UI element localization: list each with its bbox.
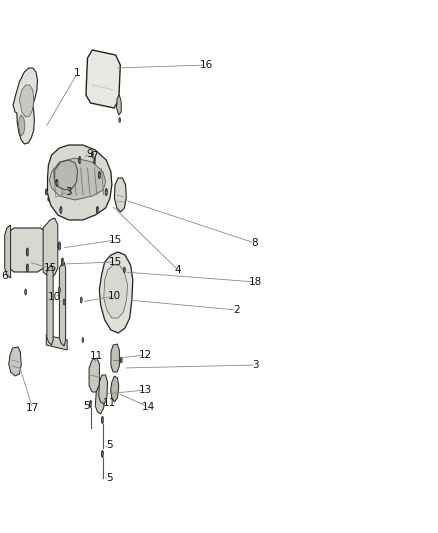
Circle shape [98,172,100,179]
Polygon shape [43,218,58,278]
Circle shape [102,416,104,424]
Text: 2: 2 [233,305,240,315]
Circle shape [25,289,27,295]
Circle shape [80,297,82,303]
Polygon shape [111,344,120,372]
Circle shape [56,180,58,187]
Text: 11: 11 [90,351,103,361]
Polygon shape [111,376,119,402]
Text: 14: 14 [142,402,155,412]
Text: 3: 3 [65,187,72,197]
Circle shape [26,264,29,272]
Circle shape [45,189,47,195]
Circle shape [105,189,107,196]
Text: 15: 15 [109,235,122,245]
Circle shape [120,357,122,363]
Circle shape [92,152,93,158]
Text: 15: 15 [43,263,57,273]
Circle shape [78,157,81,164]
Text: 5: 5 [106,473,113,483]
Polygon shape [79,148,84,167]
Circle shape [63,299,65,305]
Circle shape [119,117,120,123]
Text: 4: 4 [175,265,181,275]
Polygon shape [99,252,133,333]
Polygon shape [6,228,50,272]
Polygon shape [55,160,78,190]
Text: 8: 8 [251,238,258,248]
Text: 6: 6 [1,271,8,281]
Circle shape [48,197,49,201]
Polygon shape [95,386,105,414]
Text: 18: 18 [249,277,262,287]
Polygon shape [13,68,38,144]
Polygon shape [114,178,126,212]
Text: 10: 10 [48,292,61,302]
Polygon shape [89,358,99,392]
Text: 13: 13 [139,385,152,395]
Text: 5: 5 [106,440,113,450]
Circle shape [58,242,60,250]
Text: 5: 5 [84,401,90,411]
Text: 1: 1 [74,68,81,78]
Polygon shape [5,225,11,278]
Polygon shape [9,347,21,376]
Text: 3: 3 [252,360,259,370]
Text: 12: 12 [139,350,152,360]
Text: 17: 17 [26,403,39,413]
Text: 16: 16 [200,60,213,70]
Text: 9: 9 [87,149,93,159]
Circle shape [58,287,60,293]
Polygon shape [47,265,53,345]
Text: 11: 11 [103,398,116,408]
Circle shape [26,248,29,256]
Circle shape [82,168,83,172]
Circle shape [96,206,99,214]
Circle shape [82,337,84,343]
Circle shape [61,258,64,266]
Circle shape [124,267,125,273]
Polygon shape [104,265,127,318]
Circle shape [60,206,62,214]
Polygon shape [49,158,106,200]
Polygon shape [19,85,34,117]
Circle shape [94,158,95,164]
Polygon shape [60,262,66,346]
Text: 10: 10 [108,291,121,301]
Polygon shape [46,335,67,350]
Polygon shape [86,50,120,108]
Polygon shape [117,95,121,115]
Polygon shape [99,375,107,404]
Circle shape [102,450,104,457]
Text: 7: 7 [91,151,98,161]
Circle shape [89,400,92,408]
Polygon shape [18,115,25,136]
Text: 15: 15 [109,257,122,267]
Polygon shape [47,145,112,220]
